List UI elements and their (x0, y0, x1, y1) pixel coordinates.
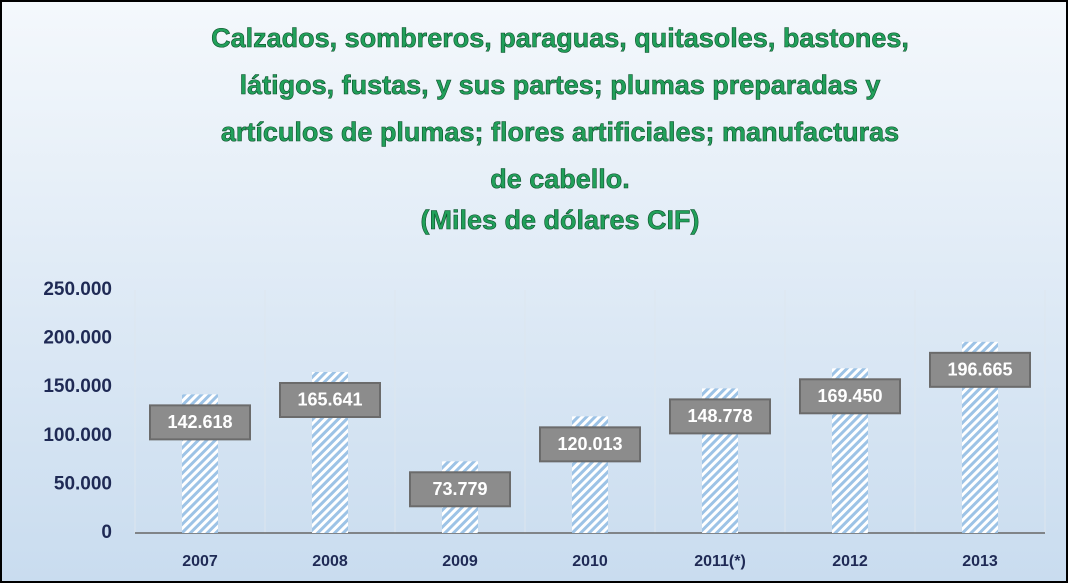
chart-subtitle: (Miles de dólares CIF) (420, 205, 699, 235)
value-label-box (929, 351, 1031, 388)
y-tick-label: 250.000 (43, 279, 112, 300)
x-tick-label: 2010 (572, 553, 608, 570)
value-label: 148.778 (687, 406, 752, 426)
chart-title: de cabello. (490, 164, 630, 194)
x-tick-label: 2008 (312, 553, 348, 570)
chart-title: látigos, fustas, y sus partes; plumas pr… (240, 70, 881, 100)
x-tick-label: 2011(*) (694, 553, 746, 570)
x-tick-label: 2007 (182, 553, 218, 570)
value-label-box (799, 378, 901, 415)
x-tick-label: 2009 (442, 553, 478, 570)
y-tick-label: 100.000 (43, 425, 112, 446)
value-label: 165.641 (297, 390, 362, 410)
value-label-box (669, 398, 771, 435)
chart-title: Calzados, sombreros, paraguas, quitasole… (211, 23, 909, 53)
x-tick-label: 2013 (962, 553, 998, 570)
x-tick-label: 2012 (832, 553, 868, 570)
value-label: 73.779 (432, 479, 487, 499)
y-tick-label: 50.000 (54, 473, 112, 494)
y-tick-label: 200.000 (43, 328, 112, 349)
chart-title: artículos de plumas; flores artificiales… (221, 117, 899, 147)
value-label: 142.618 (167, 412, 232, 432)
value-label-box (149, 404, 251, 441)
value-label: 169.450 (817, 386, 882, 406)
value-label: 120.013 (557, 434, 622, 454)
value-label: 196.665 (947, 360, 1012, 380)
y-tick-label: 0 (101, 522, 112, 543)
value-label-box (409, 471, 511, 508)
value-label-box (279, 381, 381, 418)
y-tick-label: 150.000 (43, 376, 112, 397)
value-label-box (539, 426, 641, 463)
